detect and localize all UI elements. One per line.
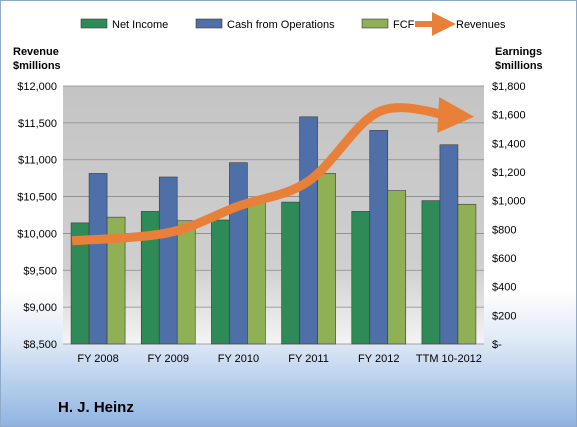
legend-label-fcf: FCF — [393, 19, 415, 31]
legend-label-revenues: Revenues — [456, 19, 506, 31]
category-label: FY 2010 — [218, 353, 259, 365]
chart-legend: Net Income Cash from Operations FCF Revenue… — [80, 12, 506, 36]
fcf-bar — [457, 203, 477, 345]
fcf-bar — [387, 190, 407, 345]
legend-swatch-fcf — [361, 18, 389, 29]
right-tick-label: $200 — [492, 310, 516, 322]
net-income-bar — [211, 219, 230, 345]
fcf-bar — [317, 173, 336, 345]
category-label: FY 2009 — [148, 353, 189, 365]
right-tick-label: $800 — [492, 224, 516, 236]
left-tick-label: $12,000 — [17, 81, 57, 93]
revenues-line — [71, 96, 475, 246]
right-tick-label: $1,400 — [492, 138, 526, 150]
left-axis-title: $millions — [13, 60, 61, 72]
left-tick-label: $11,000 — [18, 155, 57, 167]
left-tick-label: $8,500 — [23, 339, 57, 351]
legend-swatch-net-income — [80, 18, 108, 29]
right-tick-label: $1,200 — [492, 167, 526, 179]
fcf-bar — [247, 201, 266, 345]
category-label: FY 2008 — [77, 353, 118, 365]
category-label: FY 2011 — [288, 353, 329, 365]
right-tick-label: $1,800 — [492, 81, 526, 93]
plot-area — [63, 86, 484, 344]
cash-from-operations-bar — [158, 176, 178, 345]
cash-from-operations-bar — [229, 162, 248, 345]
left-tick-label: $9,500 — [23, 265, 57, 277]
legend-label-cash-from-operations: Cash from Operations — [227, 19, 335, 31]
right-tick-label: $1,000 — [492, 196, 526, 208]
axis-ticks: $8,500 $9,000 $9,500 $10,000 $10,500 $11,000 $… — [17, 81, 525, 365]
cash-from-operations-bar — [88, 173, 108, 345]
legend-swatch-cash-from-operations — [195, 18, 223, 29]
fcf-bar — [106, 216, 126, 345]
left-tick-label: $11,500 — [18, 118, 57, 130]
left-tick-label: $10,000 — [17, 228, 57, 240]
category-label: FY 2012 — [358, 353, 399, 365]
category-label: TTM 10-2012 — [416, 353, 482, 365]
fcf-bar — [176, 220, 196, 345]
right-axis-title: $millions — [495, 60, 543, 72]
left-axis-title: Revenue — [13, 46, 59, 58]
revenue-line — [71, 96, 475, 246]
left-tick-label: $10,500 — [17, 192, 57, 204]
right-tick-label: $- — [492, 339, 502, 351]
axis-titles: Revenue $millions Earnings $millions — [13, 46, 543, 72]
net-income-bar — [421, 200, 441, 345]
right-axis-title: Earnings — [495, 46, 542, 58]
right-tick-label: $400 — [492, 282, 516, 294]
cash-from-operations-bar — [299, 116, 318, 345]
net-income-bar — [281, 201, 300, 345]
cash-from-operations-bar — [439, 144, 459, 345]
right-tick-label: $1,600 — [492, 110, 526, 122]
cash-from-operations-bar — [369, 130, 389, 345]
legend-label-net-income: Net Income — [112, 19, 168, 31]
net-income-bar — [351, 211, 371, 345]
left-tick-label: $9,000 — [23, 302, 57, 314]
right-tick-label: $600 — [492, 253, 516, 265]
company-name: H. J. Heinz — [58, 399, 134, 416]
